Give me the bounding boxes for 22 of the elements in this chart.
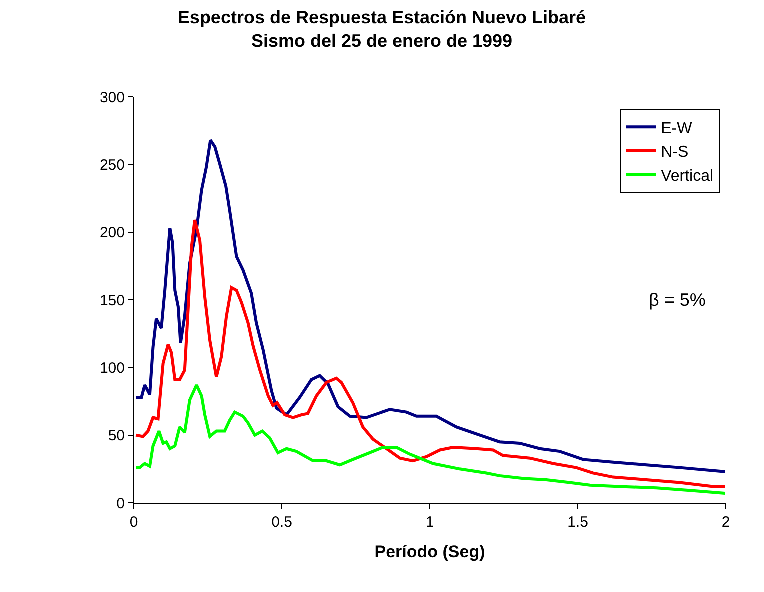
annotation: β = 5% <box>649 290 706 310</box>
legend-label: E-W <box>661 120 694 138</box>
legend-label: Vertical <box>661 168 714 185</box>
y-tick-label: 100 <box>100 360 125 377</box>
x-axis-title: Período (Seg) <box>374 542 486 562</box>
line-series <box>134 138 726 474</box>
x-tick-label: 2 <box>722 514 730 531</box>
x-tick-label: 1 <box>426 514 434 531</box>
y-tick-label: 50 <box>108 428 125 445</box>
x-tick-label: 0.5 <box>272 514 292 531</box>
y-tick-label: 200 <box>100 224 125 242</box>
y-tick-label: 150 <box>100 292 125 310</box>
x-tick-label: 1.5 <box>568 514 588 531</box>
legend-label: N-S <box>661 144 689 162</box>
y-tick-label: 300 <box>100 89 125 106</box>
chart-title: Espectros de Respuesta Estación Nuevo Libaré <box>178 8 586 28</box>
y-tick-label: 0 <box>116 495 125 512</box>
line-series <box>134 384 726 496</box>
x-tick-label: 0 <box>130 514 138 531</box>
y-tick-label: 250 <box>100 156 125 174</box>
line-series <box>134 218 726 488</box>
chart-subtitle: Sismo del 25 de enero de 1999 <box>251 31 513 52</box>
